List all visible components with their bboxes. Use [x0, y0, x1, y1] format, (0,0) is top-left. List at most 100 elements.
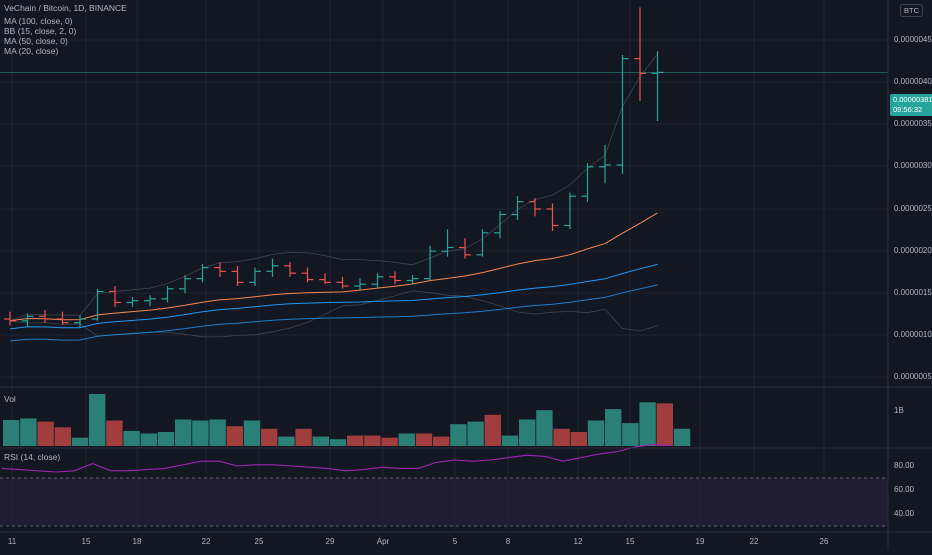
rsi-band: [0, 478, 888, 526]
volume-bar: [261, 428, 278, 446]
volume-bar: [398, 433, 415, 446]
volume-bar: [243, 420, 261, 446]
ohlc-bar: [179, 275, 191, 294]
date-axis-label: 22: [201, 537, 211, 546]
volume-bar: [501, 435, 519, 446]
volume-bar: [226, 426, 243, 446]
volume-bar: [209, 419, 226, 446]
volume-bar: [639, 402, 656, 446]
ohlc-bar: [389, 271, 401, 285]
ohlc-bar: [371, 273, 384, 288]
volume-bar: [295, 428, 312, 446]
ohlc-bar: [91, 288, 104, 321]
last-price-value: 0.00000381: [893, 95, 932, 104]
ohlc-bar: [441, 229, 454, 257]
rsi-axis-label: 60.00: [894, 485, 915, 494]
volume-bar: [484, 414, 501, 446]
date-axis-label: 12: [573, 537, 583, 546]
ma20-line: [9, 212, 658, 322]
ohlc-bar: [126, 297, 139, 308]
date-axis-label: 18: [132, 537, 142, 546]
ohlc-bar: [21, 313, 34, 327]
ohlc-bar: [476, 229, 489, 257]
date-axis-label: Apr: [376, 537, 390, 546]
volume-bar: [347, 435, 364, 446]
indicator-ma100[interactable]: MA (100, close, 0): [4, 16, 73, 26]
ohlc-bar: [651, 51, 664, 121]
bar-countdown: 09:56:32: [893, 105, 923, 114]
bb-upper: [9, 53, 658, 322]
rsi-pane: [0, 443, 888, 527]
ohlc-bar: [4, 311, 16, 326]
volume-bar: [123, 430, 140, 446]
volume-bar: [656, 403, 673, 446]
ohlc-bar: [424, 245, 436, 281]
ohlc-bar: [231, 265, 244, 286]
date-axis-label: 25: [254, 537, 264, 546]
indicator-ma20[interactable]: MA (20, close): [4, 46, 59, 56]
volume-bar: [605, 409, 622, 446]
ohlc-bar: [284, 262, 296, 277]
grid-lines: [0, 0, 888, 530]
ma50-line: [9, 263, 658, 330]
ohlc-bar: [249, 267, 261, 286]
volume-bar: [536, 410, 553, 446]
volume-bar: [622, 423, 639, 446]
volume-bar: [106, 420, 123, 446]
ohlc-bar: [301, 267, 314, 283]
bollinger-bands: [9, 53, 658, 338]
symbol-title[interactable]: VeChain / Bitcoin, 1D, BINANCE: [4, 3, 127, 13]
ohlc-bar: [354, 278, 366, 290]
ohlc-bar: [196, 264, 209, 283]
volume-bar: [329, 439, 347, 446]
moving-averages: [9, 212, 658, 342]
volume-bar: [312, 436, 329, 446]
ohlc-bar: [336, 276, 349, 289]
ohlc-bar: [581, 163, 594, 202]
rsi-line: [1, 443, 672, 473]
volume-bar: [37, 421, 54, 446]
volume-bar: [433, 436, 450, 446]
rsi-axis-label: 40.00: [894, 509, 915, 518]
rsi-axis-label: 80.00: [894, 461, 915, 470]
volume-bar: [20, 418, 37, 446]
ma100-line: [9, 284, 658, 342]
ohlc-bar: [161, 286, 174, 303]
volume-bar: [450, 424, 467, 446]
indicator-ma50[interactable]: MA (50, close, 0): [4, 36, 68, 46]
volume-bar: [71, 437, 89, 446]
volume-label[interactable]: Vol: [4, 394, 16, 404]
ohlc-bar: [529, 198, 541, 217]
indicator-bb[interactable]: BB (15, close, 2, 0): [4, 26, 77, 36]
date-axis-label: 5: [452, 537, 458, 546]
volume-bars: [3, 394, 691, 446]
ohlc-bars: [4, 7, 664, 328]
ohlc-bar: [564, 192, 576, 230]
ohlc-bar: [39, 309, 51, 323]
ohlc-bar: [459, 238, 471, 259]
date-axis-label: 22: [749, 537, 759, 546]
volume-bar: [278, 436, 295, 446]
currency-badge[interactable]: BTC: [900, 4, 923, 17]
volume-bar: [175, 419, 192, 446]
last-price-tag: 0.00000381 09:56:32: [890, 94, 932, 116]
ohlc-bar: [56, 311, 69, 325]
ohlc-bar: [406, 275, 419, 285]
ohlc-bar: [74, 315, 86, 328]
volume-bar: [3, 420, 20, 446]
rsi-label[interactable]: RSI (14, close): [4, 452, 61, 462]
volume-bar: [553, 428, 570, 446]
volume-bar: [519, 419, 536, 446]
volume-bar: [467, 421, 484, 446]
date-axis-label: 19: [695, 537, 705, 546]
